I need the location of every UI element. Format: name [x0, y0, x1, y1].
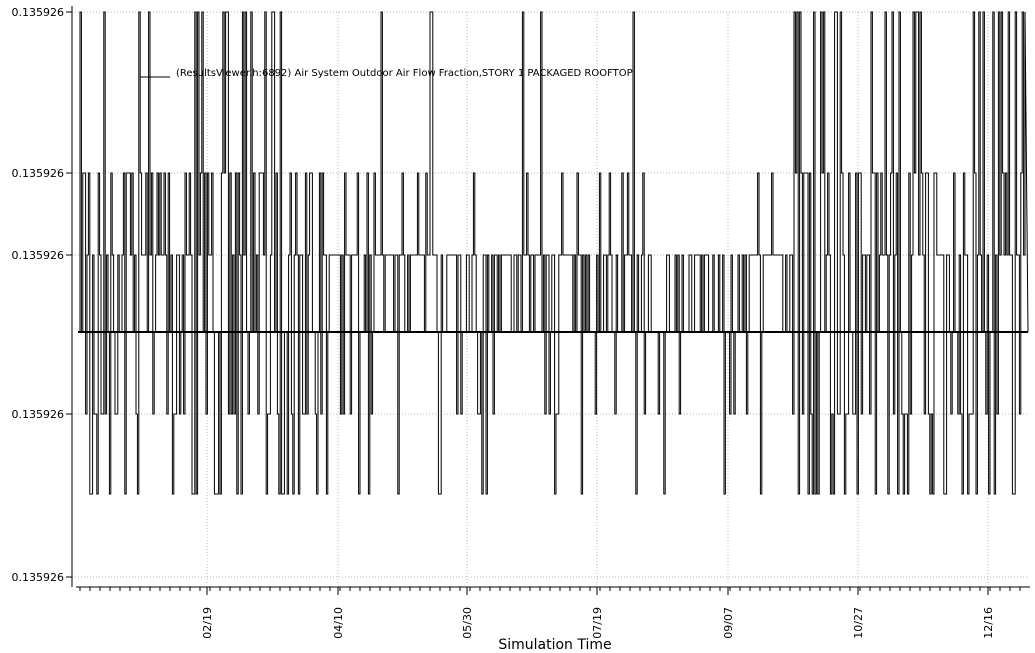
series-line	[78, 11, 1029, 495]
x-tick-labels: 02/19 04/10 05/30 07/19 09/07 10/27 12/16	[201, 607, 995, 639]
y-tick-label-0: 0.135926	[12, 6, 65, 19]
series-path	[78, 11, 1029, 495]
axes	[66, 6, 1030, 595]
x-tick-label-0: 02/19	[201, 607, 214, 639]
y-tick-label-4: 0.135926	[12, 571, 65, 584]
y-tick-label-1: 0.135926	[12, 167, 65, 180]
x-tick-label-2: 05/30	[461, 607, 474, 639]
x-tick-label-3: 07/19	[591, 607, 604, 639]
x-axis-label: Simulation Time	[498, 637, 611, 653]
legend: (ResultsViewer.h:6892) Air System Outdoo…	[140, 68, 633, 79]
plot-background	[72, 0, 1035, 585]
x-tick-label-4: 09/07	[722, 607, 735, 639]
x-tick-label-5: 10/27	[852, 607, 865, 639]
legend-entry: (ResultsViewer.h:6892) Air System Outdoo…	[176, 68, 633, 79]
x-tick-label-6: 12/16	[982, 607, 995, 639]
y-tick-label-2: 0.135926	[12, 249, 65, 262]
x-tick-label-1: 04/10	[332, 607, 345, 639]
y-tick-labels: 0.135926 0.135926 0.135926 0.135926 0.135926	[12, 6, 65, 584]
y-tick-label-3: 0.135926	[12, 408, 65, 421]
